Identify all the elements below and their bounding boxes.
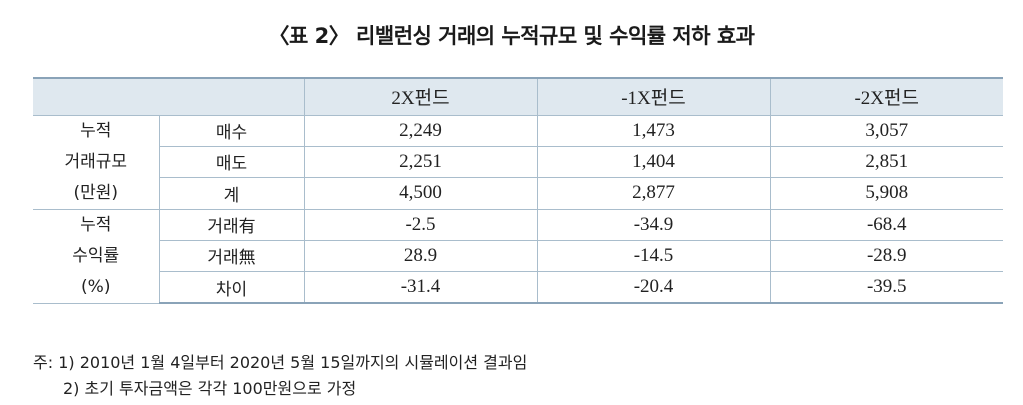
- cell-value: 1,473: [536, 114, 771, 147]
- cell-value: 2,851: [769, 145, 1003, 179]
- cell-value: 5,908: [769, 177, 1003, 210]
- group-label-line: 누적: [80, 214, 112, 235]
- cell-value: -31.4: [303, 271, 538, 305]
- cell-value: -39.5: [769, 271, 1003, 305]
- table-row: 거래無 28.9 -14.5 -28.9: [33, 239, 1003, 273]
- cell-value: -34.9: [536, 208, 771, 241]
- table-row: 매도 2,251 1,404 2,851: [33, 145, 1003, 179]
- table-row: 누적 거래규모 (만원) 매수 2,249 1,473 3,057: [33, 114, 1003, 210]
- data-table: 2X펀드 -1X펀드 -2X펀드 누적 거래규모 (만원) 매수 2,249 1…: [33, 77, 1003, 305]
- footnotes: 주: 1) 2010년 1월 4일부터 2020년 5월 15일까지의 시뮬레이…: [33, 350, 527, 402]
- table-header-row: 2X펀드 -1X펀드 -2X펀드: [33, 77, 1003, 116]
- cell-value: 2,251: [303, 145, 538, 179]
- footnote-1: 주: 1) 2010년 1월 4일부터 2020년 5월 15일까지의 시뮬레이…: [33, 353, 528, 372]
- cell-value: -68.4: [769, 208, 1003, 241]
- cell-value: 1,404: [536, 145, 771, 179]
- row-label: 계: [159, 177, 305, 210]
- group-label-line: 수익률: [72, 245, 120, 266]
- group-label-line: (%): [81, 276, 111, 297]
- header-blank: [33, 77, 305, 116]
- group-label-line: 누적: [80, 120, 112, 141]
- table-row: 차이 -31.4 -20.4 -39.5: [33, 271, 1003, 305]
- cell-value: 2,249: [303, 114, 538, 147]
- cell-value: 4,500: [303, 177, 538, 210]
- row-label: 매도: [159, 145, 305, 179]
- table-title: 〈표 2〉 리밸런싱 거래의 누적규모 및 수익률 저하 효과: [268, 24, 756, 48]
- cell-value: 2,877: [536, 177, 771, 210]
- group-label-line: (만원): [73, 182, 119, 203]
- cell-value: -20.4: [536, 271, 771, 305]
- group-label-returns: 누적 수익률 (%): [33, 208, 160, 304]
- cell-value: -2.5: [303, 208, 538, 241]
- row-label: 거래有: [158, 208, 305, 241]
- cell-value: 3,057: [769, 114, 1003, 147]
- table-row: 계 4,500 2,877 5,908: [33, 177, 1003, 210]
- header-2x-fund: 2X펀드: [303, 77, 538, 116]
- header-minus2x-fund: -2X펀드: [769, 77, 1003, 116]
- cell-value: 28.9: [303, 239, 538, 273]
- row-label: 매수: [158, 114, 305, 147]
- group-label-trade-volume: 누적 거래규모 (만원): [33, 114, 160, 210]
- header-minus1x-fund: -1X펀드: [536, 77, 771, 116]
- row-label: 차이: [159, 271, 305, 305]
- row-label: 거래無: [159, 239, 305, 273]
- cell-value: -14.5: [536, 239, 771, 273]
- cell-value: -28.9: [769, 239, 1003, 273]
- footnote-2: 2) 초기 투자금액은 각각 100만원으로 가정: [63, 379, 357, 398]
- group-label-line: 거래규모: [64, 151, 128, 172]
- table-row: 누적 수익률 (%) 거래有 -2.5 -34.9 -68.4: [33, 208, 1003, 304]
